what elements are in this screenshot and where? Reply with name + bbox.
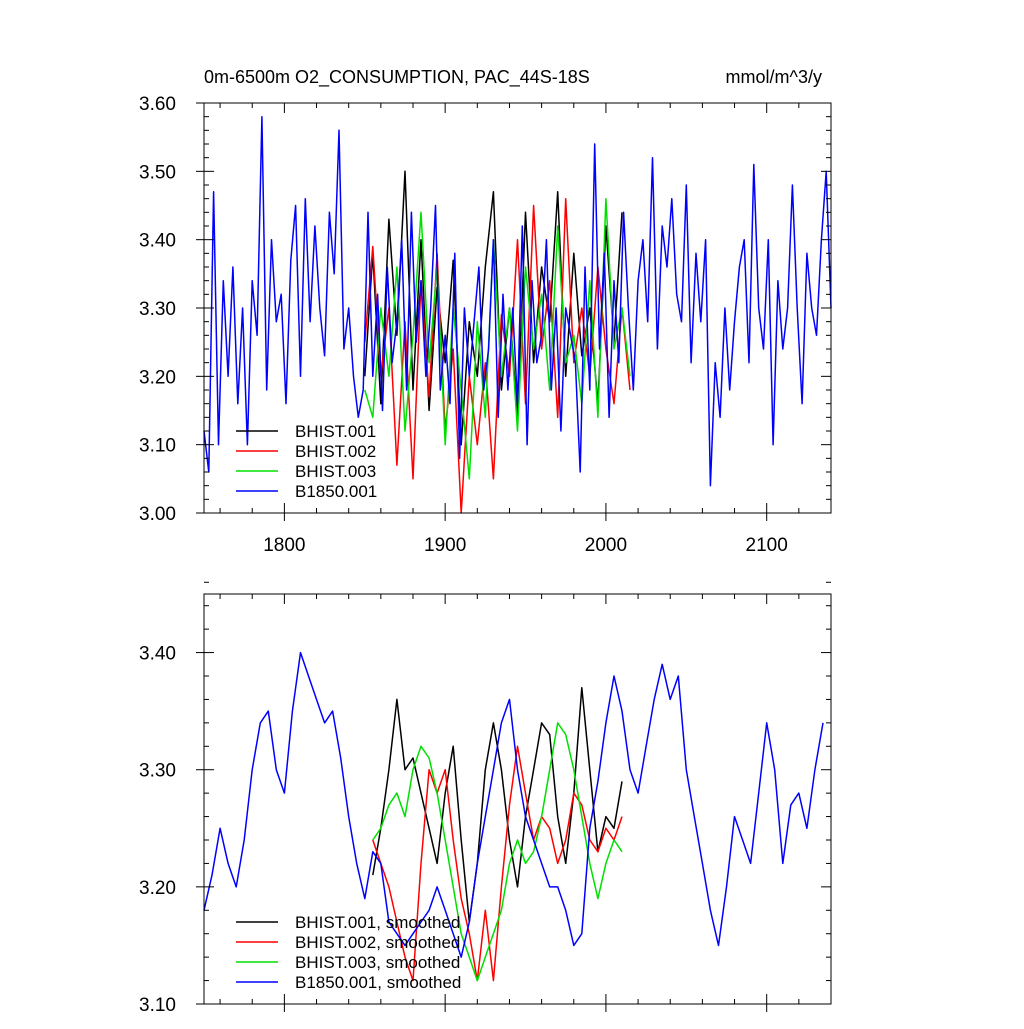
bottom-panel: 3.103.203.303.40 BHIST.001, smoothedBHIS… bbox=[139, 581, 832, 1016]
y-tick-label: 3.10 bbox=[139, 436, 176, 457]
y-tick-label: 3.00 bbox=[139, 504, 176, 525]
legend-label: BHIST.003 bbox=[295, 462, 376, 481]
y-tick-label: 3.30 bbox=[139, 299, 176, 320]
legend-label: BHIST.003, smoothed bbox=[295, 953, 460, 972]
y-tick-label: 3.40 bbox=[139, 644, 176, 665]
y-tick-label: 3.40 bbox=[139, 231, 176, 252]
x-tick-label: 2000 bbox=[585, 535, 627, 556]
series-line-b1850-001 bbox=[203, 115, 832, 487]
x-tick-label: 2100 bbox=[746, 535, 788, 556]
series-line-b1850-001-smoothed bbox=[203, 651, 824, 958]
top-plot-frame bbox=[203, 102, 832, 514]
legend-label: B1850.001, smoothed bbox=[295, 973, 461, 992]
y-tick-label: 3.20 bbox=[139, 367, 176, 388]
y-tick-label: 3.20 bbox=[139, 878, 176, 899]
x-tick-label: 1800 bbox=[263, 535, 305, 556]
top-chart-units: mmol/m^3/y bbox=[726, 67, 822, 87]
top-panel: 0m-6500m O2_CONSUMPTION, PAC_44S-18S mmo… bbox=[139, 67, 832, 556]
legend-label: BHIST.002 bbox=[295, 442, 376, 461]
series-line-bhist-003 bbox=[364, 197, 631, 480]
y-tick-label: 3.60 bbox=[139, 94, 176, 115]
y-tick-label: 3.50 bbox=[139, 162, 176, 183]
series-line-bhist-002-smoothed bbox=[372, 745, 623, 982]
bottom-series-lines bbox=[203, 651, 824, 982]
top-axis-ticks: 1800 1900 2000 2100 3.00 3.10 3.20 3.30 3.40 3.50… bbox=[139, 94, 832, 556]
y-tick-label: 3.30 bbox=[139, 761, 176, 782]
y-tick-label: 3.10 bbox=[139, 995, 176, 1016]
x-tick-label: 1900 bbox=[424, 535, 466, 556]
legend-label: BHIST.002, smoothed bbox=[295, 933, 460, 952]
legend-label: BHIST.001 bbox=[295, 422, 376, 441]
top-series-lines bbox=[203, 115, 832, 514]
series-line-bhist-003-smoothed bbox=[372, 722, 623, 982]
bottom-axis-ticks: 3.10 3.20 3.30 3.40 bbox=[139, 581, 832, 1016]
legend-label: B1850.001 bbox=[295, 482, 377, 501]
legend-label: BHIST.001, smoothed bbox=[295, 913, 460, 932]
bottom-plot-frame bbox=[203, 593, 832, 1005]
top-chart-title: 0m-6500m O2_CONSUMPTION, PAC_44S-18S bbox=[204, 67, 590, 88]
